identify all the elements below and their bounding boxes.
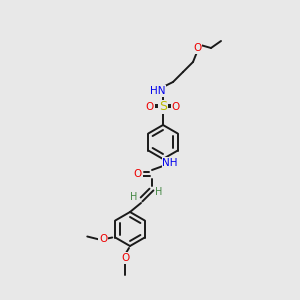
Text: HN: HN: [150, 86, 166, 96]
Text: O: O: [134, 169, 142, 179]
Text: O: O: [121, 253, 129, 263]
Text: H: H: [155, 187, 163, 197]
Text: O: O: [193, 43, 201, 53]
Text: H: H: [130, 192, 138, 202]
Text: S: S: [159, 100, 167, 113]
Text: O: O: [99, 235, 107, 244]
Text: NH: NH: [162, 158, 178, 168]
Text: O: O: [146, 102, 154, 112]
Text: O: O: [172, 102, 180, 112]
